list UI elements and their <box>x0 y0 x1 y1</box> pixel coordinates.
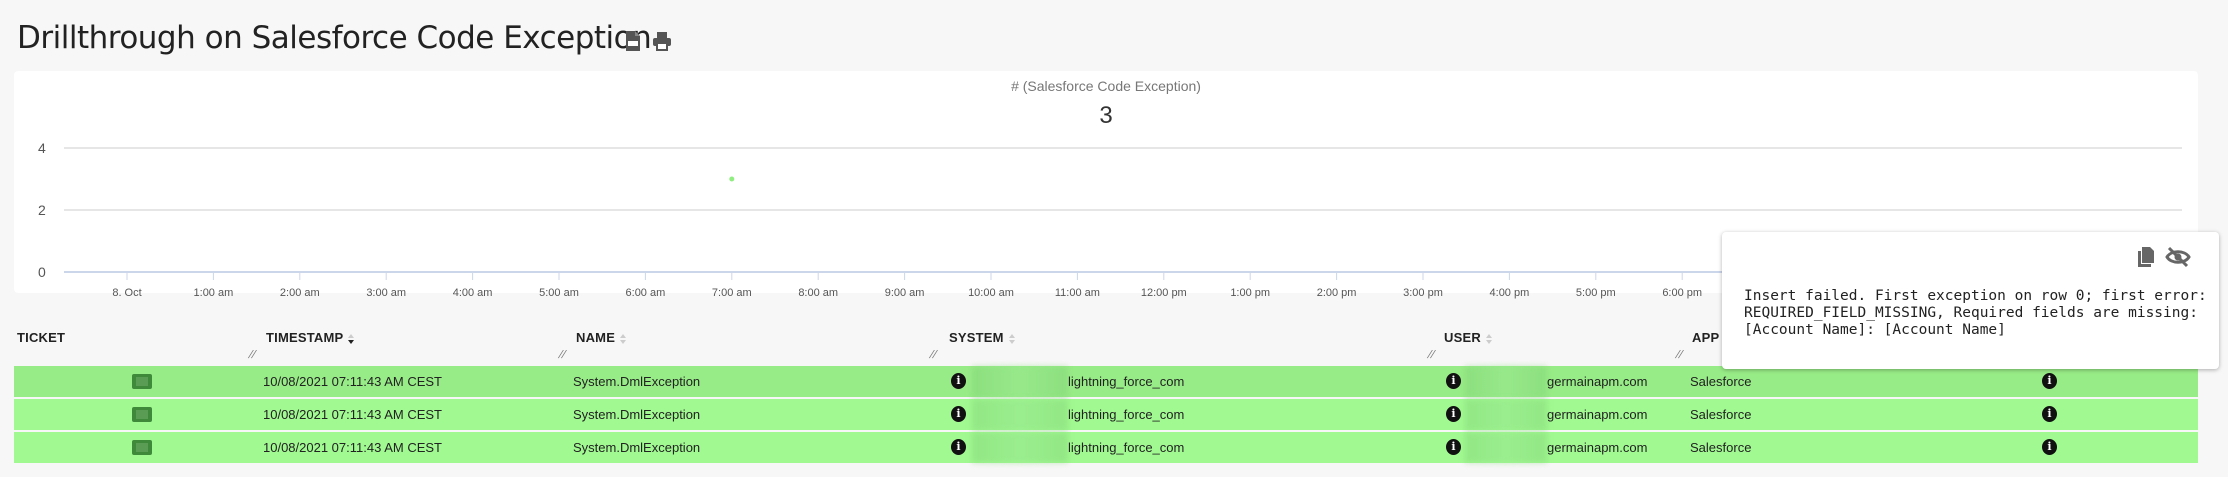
info-icon[interactable]: i <box>1446 406 1461 422</box>
sort-icon[interactable] <box>1008 332 1016 346</box>
column-resize-handle[interactable]: // <box>1673 349 1685 361</box>
app-cell: Salesforce <box>1690 407 1752 422</box>
column-label: SYSTEM <box>949 330 1004 345</box>
user-cell: germainapm.com <box>1547 407 1648 422</box>
redacted-blur <box>1465 432 1547 463</box>
sort-icon[interactable] <box>619 332 627 346</box>
app-cell: Salesforce <box>1690 440 1752 455</box>
x-tick-label: 2:00 am <box>280 287 320 299</box>
info-icon[interactable]: i <box>951 406 966 422</box>
column-resize-handle[interactable]: // <box>556 349 568 361</box>
x-tick-label: 3:00 am <box>366 287 406 299</box>
redacted-blur <box>1465 399 1547 430</box>
ticket-icon[interactable] <box>132 407 152 422</box>
csv-file-icon[interactable] <box>623 30 643 52</box>
ticket-icon[interactable] <box>132 374 152 389</box>
x-tick-label: 8:00 am <box>798 287 838 299</box>
x-tick-label: 6:00 am <box>626 287 666 299</box>
column-header-app[interactable]: APP <box>1692 330 1720 345</box>
column-header-name[interactable]: NAME <box>576 330 627 346</box>
table-row[interactable]: 10/08/2021 07:11:43 AM CEST System.DmlExc… <box>14 432 2198 463</box>
print-icon[interactable] <box>652 30 672 52</box>
redacted-blur <box>972 366 1068 397</box>
info-icon[interactable]: i <box>951 373 966 389</box>
x-tick-label: 8. Oct <box>112 287 141 299</box>
table-row[interactable]: 10/08/2021 07:11:43 AM CEST System.DmlExc… <box>14 399 2198 430</box>
user-cell: germainapm.com <box>1547 374 1648 389</box>
redacted-blur <box>972 399 1068 430</box>
x-tick-label: 3:00 pm <box>1403 287 1443 299</box>
eye-slash-icon[interactable] <box>2165 246 2191 268</box>
name-cell: System.DmlException <box>573 407 701 422</box>
x-tick-label: 5:00 am <box>539 287 579 299</box>
ticket-icon[interactable] <box>132 440 152 455</box>
sort-desc-icon[interactable] <box>347 332 355 346</box>
error-message-text: Insert failed. First exception on row 0;… <box>1744 288 2216 338</box>
redacted-blur <box>1465 366 1547 397</box>
info-icon[interactable]: i <box>2042 439 2057 455</box>
x-tick-label: 12:00 pm <box>1141 287 1187 299</box>
x-tick-label: 5:00 pm <box>1576 287 1616 299</box>
y-tick-label: 0 <box>38 264 46 280</box>
sort-icon[interactable] <box>1485 332 1493 346</box>
name-cell: System.DmlException <box>573 440 701 455</box>
system-cell: lightning_force_com <box>1068 374 1185 389</box>
column-header-user[interactable]: USER <box>1444 330 1493 346</box>
column-label: NAME <box>576 330 616 345</box>
column-resize-handle[interactable]: // <box>1425 349 1437 361</box>
x-tick-label: 10:00 am <box>968 287 1014 299</box>
column-header-system[interactable]: SYSTEM <box>949 330 1016 346</box>
info-icon[interactable]: i <box>1446 439 1461 455</box>
info-icon[interactable]: i <box>951 439 966 455</box>
column-label: USER <box>1444 330 1481 345</box>
x-tick-label: 4:00 pm <box>1490 287 1530 299</box>
page-title: Drillthrough on Salesforce Code Exceptio… <box>17 20 652 56</box>
user-cell: germainapm.com <box>1547 440 1648 455</box>
system-cell: lightning_force_com <box>1068 407 1185 422</box>
system-cell: lightning_force_com <box>1068 440 1185 455</box>
chart-total: 3 <box>1099 102 1113 129</box>
column-header-timestamp[interactable]: TIMESTAMP <box>266 330 355 346</box>
column-header-ticket[interactable]: TICKET <box>17 330 66 345</box>
table-row[interactable]: 10/08/2021 07:11:43 AM CEST System.DmlExc… <box>14 366 2198 397</box>
info-icon[interactable]: i <box>1446 373 1461 389</box>
column-resize-handle[interactable]: // <box>927 349 939 361</box>
column-resize-handle[interactable]: // <box>246 349 258 361</box>
chart-subtitle: # (Salesforce Code Exception) <box>1011 78 1201 94</box>
name-cell: System.DmlException <box>573 374 701 389</box>
x-tick-label: 9:00 am <box>885 287 925 299</box>
info-icon[interactable]: i <box>2042 373 2057 389</box>
error-message-tooltip: Insert failed. First exception on row 0;… <box>1722 232 2219 369</box>
timestamp-cell: 10/08/2021 07:11:43 AM CEST <box>263 407 442 422</box>
copy-icon[interactable] <box>2137 246 2155 268</box>
data-point <box>729 176 735 182</box>
column-label: TIMESTAMP <box>266 330 344 345</box>
redacted-blur <box>972 432 1068 463</box>
timestamp-cell: 10/08/2021 07:11:43 AM CEST <box>263 374 442 389</box>
x-tick-label: 11:00 am <box>1055 287 1100 299</box>
timestamp-cell: 10/08/2021 07:11:43 AM CEST <box>263 440 442 455</box>
info-icon[interactable]: i <box>2042 406 2057 422</box>
x-tick-label: 4:00 am <box>453 287 493 299</box>
x-tick-label: 1:00 am <box>194 287 234 299</box>
x-tick-label: 1:00 pm <box>1230 287 1270 299</box>
x-tick-label: 6:00 pm <box>1662 287 1702 299</box>
app-cell: Salesforce <box>1690 374 1752 389</box>
y-tick-label: 2 <box>38 202 46 218</box>
x-tick-label: 2:00 pm <box>1317 287 1357 299</box>
y-tick-label: 4 <box>38 140 46 156</box>
x-tick-label: 7:00 am <box>712 287 752 299</box>
